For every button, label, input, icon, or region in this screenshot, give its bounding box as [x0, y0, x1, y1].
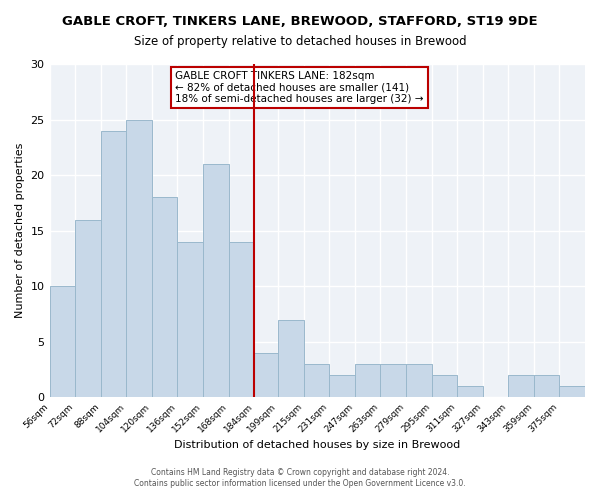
Bar [457, 386, 483, 398]
Bar [75, 220, 101, 398]
Bar [203, 164, 229, 398]
Bar [559, 386, 585, 398]
Y-axis label: Number of detached properties: Number of detached properties [15, 143, 25, 318]
Bar [431, 376, 457, 398]
Bar [50, 286, 75, 398]
Bar [178, 242, 203, 398]
Text: Contains HM Land Registry data © Crown copyright and database right 2024.
Contai: Contains HM Land Registry data © Crown c… [134, 468, 466, 487]
Bar [278, 320, 304, 398]
Bar [534, 376, 559, 398]
Bar [329, 376, 355, 398]
Bar [229, 242, 254, 398]
Bar [508, 376, 534, 398]
Text: Size of property relative to detached houses in Brewood: Size of property relative to detached ho… [134, 35, 466, 48]
X-axis label: Distribution of detached houses by size in Brewood: Distribution of detached houses by size … [174, 440, 460, 450]
Bar [304, 364, 329, 398]
Bar [254, 353, 278, 398]
Bar [126, 120, 152, 398]
Bar [355, 364, 380, 398]
Bar [380, 364, 406, 398]
Bar [101, 130, 126, 398]
Bar [152, 198, 178, 398]
Text: GABLE CROFT, TINKERS LANE, BREWOOD, STAFFORD, ST19 9DE: GABLE CROFT, TINKERS LANE, BREWOOD, STAF… [62, 15, 538, 28]
Text: GABLE CROFT TINKERS LANE: 182sqm
← 82% of detached houses are smaller (141)
18% : GABLE CROFT TINKERS LANE: 182sqm ← 82% o… [175, 70, 424, 104]
Bar [406, 364, 431, 398]
